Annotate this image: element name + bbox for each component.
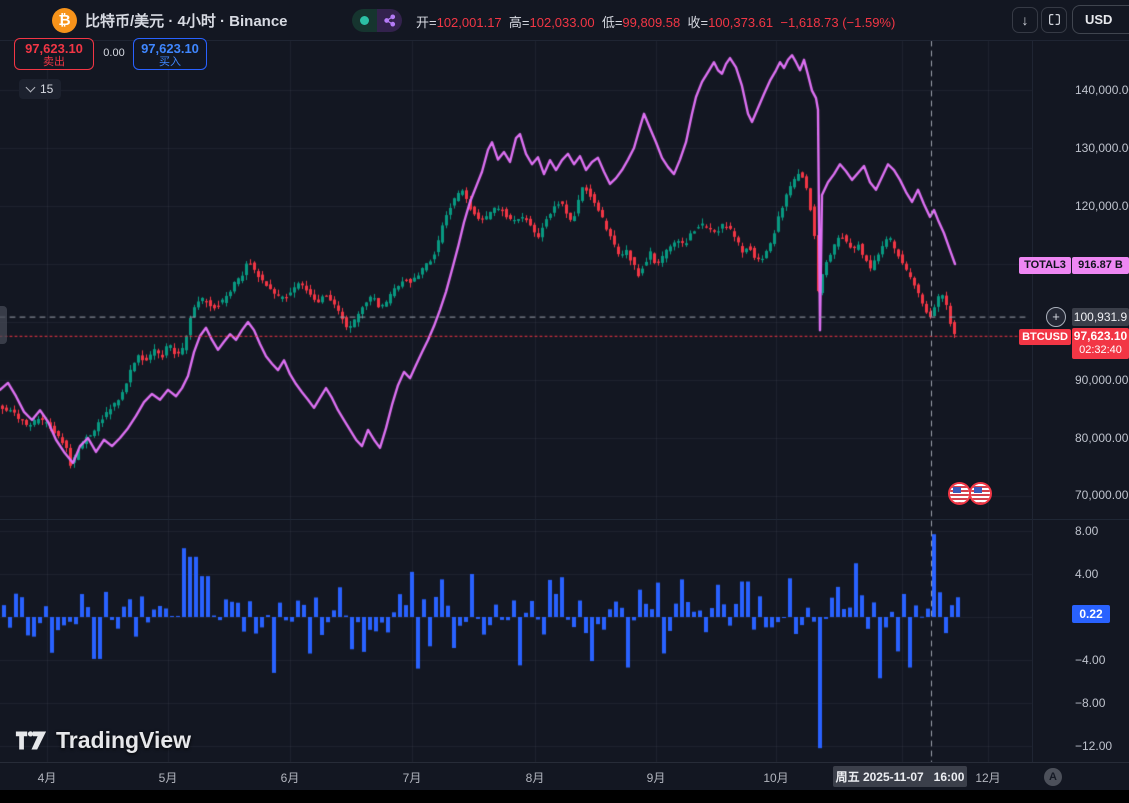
us-flag-event-icon[interactable]	[948, 482, 971, 505]
symbol-title[interactable]: 比特币/美元 · 4小时 · Binance	[85, 13, 288, 30]
month-tick-label: 6月	[280, 771, 300, 785]
month-tick-label: 12月	[975, 771, 1001, 785]
price-tick-label: 90,000.00	[1075, 373, 1129, 387]
total3-name-badge: TOTAL3	[1019, 257, 1071, 274]
price-tick-label: −8.00	[1075, 696, 1106, 710]
last-price-value: 97,623.10	[1073, 329, 1128, 343]
close-value: 100,373.61	[708, 15, 774, 30]
flag-canton	[974, 487, 982, 493]
low-label: 低=	[601, 15, 623, 30]
buy-label: 买入	[159, 56, 181, 68]
timezone-a-button[interactable]: A	[1044, 768, 1062, 786]
price-line-drag-handle[interactable]	[0, 306, 7, 344]
month-tick-label: 8月	[525, 771, 545, 785]
price-tick-label: 70,000.00	[1075, 488, 1129, 502]
crosshair-time: 16:00	[933, 769, 965, 784]
tradingview-logo[interactable]: TradingView	[14, 727, 191, 754]
pane-divider[interactable]	[0, 519, 1129, 520]
month-tick-label: 4月	[37, 771, 57, 785]
bitcoin-icon: ₿	[52, 8, 77, 33]
close-label: 收=	[687, 15, 709, 30]
high-label: 高=	[508, 15, 530, 30]
month-tick-label: 7月	[402, 771, 422, 785]
flag-canton	[953, 487, 961, 493]
currency-usd-button[interactable]: USD	[1072, 5, 1129, 34]
market-open-dot-icon	[360, 16, 369, 25]
crosshair-date-badge: 周五 2025-11-07 16:00	[833, 766, 967, 787]
price-tick-label: 130,000.00	[1075, 141, 1129, 155]
high-value: 102,033.00	[529, 15, 595, 30]
price-tick-label: 8.00	[1075, 524, 1099, 538]
chevron-down-icon	[25, 82, 36, 93]
histogram-value-badge: 0.22	[1072, 605, 1110, 623]
price-tick-label: 140,000.00	[1075, 83, 1129, 97]
open-label: 开=	[416, 15, 437, 30]
tradingview-wordmark: TradingView	[56, 727, 192, 753]
timeframe-value: 15	[40, 82, 54, 96]
sell-label: 卖出	[43, 56, 65, 68]
crosshair-date: 周五 2025-11-07	[835, 770, 924, 784]
price-tick-label: 80,000.00	[1075, 431, 1129, 445]
price-tick-label: −4.00	[1075, 653, 1106, 667]
share-icon-wrap	[377, 9, 402, 32]
ohlc-readout: 开=102,001.17 高=102,033.00 低=99,809.58 收=…	[416, 12, 895, 31]
change-value: −1,618.73 (−1.59%)	[780, 15, 896, 30]
chart-header: ₿ 比特币/美元 · 4小时 · Binance 开=102,001.17 高=…	[0, 0, 1129, 41]
spread-value: 0.00	[103, 47, 125, 59]
time-axis[interactable]: 4月 5月 6月 7月 8月 9月 10月 12月 周五 2025-11-07 16:00 A	[0, 762, 1129, 791]
timeframe-widget[interactable]: 15	[19, 79, 62, 99]
price-tick-label: 4.00	[1075, 567, 1099, 581]
open-value: 102,001.17	[436, 15, 502, 30]
sell-button[interactable]: 97,623.10 卖出	[14, 38, 94, 70]
market-open-indicator	[352, 9, 377, 32]
us-flag-event-icon[interactable]	[969, 482, 992, 505]
market-status-pill[interactable]	[352, 9, 402, 32]
share-nodes-icon	[384, 14, 396, 27]
buy-button[interactable]: 97,623.10 买入	[133, 38, 207, 70]
last-price-badge: 97,623.10 02:32:40	[1072, 328, 1129, 359]
price-axis-border	[1032, 40, 1033, 762]
month-tick-label: 5月	[158, 771, 178, 785]
month-tick-label: 9月	[646, 771, 666, 785]
price-tick-label: −12.00	[1075, 739, 1113, 753]
fullscreen-button[interactable]	[1041, 7, 1067, 33]
crosshair-price-label: 100,931.9	[1072, 308, 1129, 326]
bar-countdown: 02:32:40	[1079, 344, 1122, 356]
download-button[interactable]: ↓	[1012, 7, 1038, 33]
total3-value-badge: 916.87 B	[1072, 257, 1129, 274]
sell-price: 97,623.10	[25, 41, 83, 56]
price-tick-label: 120,000.00	[1075, 199, 1129, 213]
month-tick-label: 10月	[763, 771, 789, 785]
btcusd-symbol-badge: BTCUSD	[1019, 329, 1071, 345]
low-value: 99,809.58	[622, 15, 681, 30]
buy-price: 97,623.10	[141, 41, 199, 56]
tradingview-glyph-icon	[15, 730, 47, 749]
add-alert-plus-icon[interactable]: +	[1046, 307, 1066, 327]
fullscreen-icon	[1048, 14, 1060, 25]
bottom-black-strip	[0, 790, 1129, 803]
